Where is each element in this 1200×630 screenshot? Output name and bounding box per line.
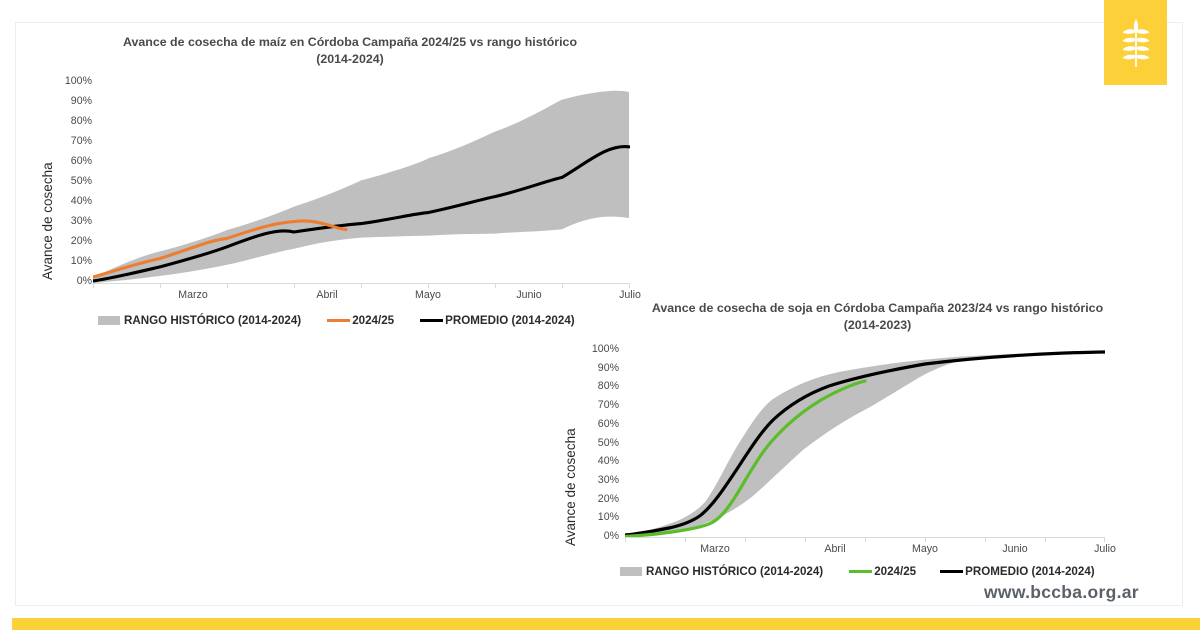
chart-soja-ytick: 10% [597, 511, 619, 524]
chart-soja-legend: RANGO HISTÓRICO (2014-2024) 2024/25 PROM… [620, 565, 1095, 578]
chart-soja-title: Avance de cosecha de soja en Córdoba Cam… [570, 300, 1185, 334]
chart-maiz-ytick: 100% [64, 75, 92, 87]
chart-maiz-ytick: 0% [76, 275, 92, 287]
chart-soja-xtick: Junio [1002, 543, 1028, 555]
legend-label: PROMEDIO (2014-2024) [965, 565, 1095, 578]
chart-soja-ytick: 90% [597, 361, 619, 374]
chart-maiz-x-tick-mark [160, 283, 161, 288]
chart-soja-xtick: Abril [824, 543, 846, 555]
chart-maiz-xtick: Junio [516, 289, 542, 301]
chart-maiz-ytick: 80% [70, 115, 92, 127]
chart-maiz-ytick: 60% [70, 155, 92, 167]
chart-maiz-x-tick-mark [294, 283, 295, 288]
chart-maiz-title-line1: Avance de cosecha de maíz en Córdoba Cam… [122, 35, 578, 49]
chart-soja: Avance de cosecha de soja en Córdoba Cam… [525, 296, 1185, 586]
chart-soja-x-tick-mark [745, 537, 746, 542]
legend-item-promedio[interactable]: PROMEDIO (2014-2024) [940, 565, 1095, 578]
chart-soja-plot-area [623, 350, 1107, 539]
chart-soja-xtick: Julio [1094, 543, 1116, 555]
legend-swatch-line-icon [940, 569, 964, 574]
chart-maiz-2024-25-line [91, 219, 348, 279]
chart-soja-ytick: 20% [597, 492, 619, 505]
chart-soja-ytick: 50% [597, 436, 619, 449]
legend-label: RANGO HISTÓRICO (2014-2024) [646, 565, 824, 578]
chart-maiz-ytick: 50% [70, 175, 92, 187]
website-url[interactable]: www.bccba.org.ar [984, 582, 1139, 602]
legend-item-promedio[interactable]: PROMEDIO (2014-2024) [420, 314, 575, 327]
brand-logo-block [1104, 0, 1167, 85]
chart-maiz-x-tick-mark [93, 283, 94, 288]
chart-maiz-x-tick-mark [562, 283, 563, 288]
chart-soja-ytick: 70% [597, 399, 619, 412]
chart-maiz-xtick: Abril [316, 289, 338, 301]
chart-maiz-x-tick-mark [227, 283, 228, 288]
chart-soja-range-band [625, 351, 1105, 537]
chart-maiz-ytick: 20% [70, 235, 92, 247]
chart-maiz-ytick: 70% [70, 135, 92, 147]
chart-soja-ytick: 40% [597, 455, 619, 468]
legend-swatch-line-icon [849, 569, 873, 574]
chart-maiz: Avance de cosecha de maíz en Córdoba Cam… [30, 30, 670, 330]
chart-soja-2024-25-line [623, 379, 867, 539]
chart-maiz-title: Avance de cosecha de maíz en Córdoba Cam… [30, 34, 670, 68]
legend-label: 2024/25 [352, 314, 395, 327]
chart-maiz-promedio-line [91, 145, 631, 283]
bottom-accent-bar [12, 618, 1200, 630]
legend-item-2024-25[interactable]: 2024/25 [327, 314, 394, 327]
chart-maiz-ytick: 40% [70, 195, 92, 207]
wheat-stalk-icon [1122, 18, 1149, 67]
chart-maiz-x-tick-mark [629, 283, 630, 288]
chart-soja-ytick: 30% [597, 473, 619, 486]
legend-swatch-band-icon [98, 316, 120, 325]
chart-maiz-ytick: 10% [70, 255, 92, 267]
legend-label: RANGO HISTÓRICO (2014-2024) [124, 314, 302, 327]
legend-label: PROMEDIO (2014-2024) [445, 314, 575, 327]
chart-soja-x-tick-mark [685, 537, 686, 542]
chart-maiz-xtick: Marzo [178, 289, 208, 301]
legend-swatch-band-icon [620, 567, 642, 576]
chart-soja-x-tick-mark [925, 537, 926, 542]
chart-soja-x-tick-mark [1045, 537, 1046, 542]
chart-maiz-svg [91, 90, 631, 283]
legend-item-rango-historico[interactable]: RANGO HISTÓRICO (2014-2024) [620, 565, 823, 578]
chart-maiz-range-band [93, 90, 629, 283]
chart-soja-xtick: Marzo [700, 543, 730, 555]
chart-soja-promedio-line [623, 350, 1107, 537]
chart-maiz-x-tick-mark [361, 283, 362, 288]
chart-soja-ytick: 100% [591, 343, 619, 355]
legend-item-rango-historico[interactable]: RANGO HISTÓRICO (2014-2024) [98, 314, 301, 327]
chart-soja-title-line1: Avance de cosecha de soja en Córdoba Cam… [651, 301, 1104, 315]
chart-soja-title-line2: (2014-2023) [843, 318, 912, 332]
chart-soja-x-tick-mark [1104, 537, 1105, 542]
chart-maiz-ytick: 30% [70, 215, 92, 227]
chart-maiz-plot-area [91, 82, 631, 283]
chart-maiz-ytick: 90% [70, 95, 92, 107]
legend-item-2024-25[interactable]: 2024/25 [849, 565, 916, 578]
chart-soja-x-tick-mark [625, 537, 626, 542]
chart-soja-x-tick-mark [985, 537, 986, 542]
chart-maiz-xtick: Julio [619, 289, 641, 301]
chart-soja-x-tick-mark [805, 537, 806, 542]
chart-soja-x-tick-mark [865, 537, 866, 542]
chart-soja-svg [623, 350, 1107, 539]
chart-maiz-title-line2: (2014-2024) [316, 52, 384, 66]
legend-label: 2024/25 [874, 565, 917, 578]
chart-maiz-xtick: Mayo [415, 289, 441, 301]
legend-swatch-line-icon [327, 318, 351, 323]
chart-maiz-x-tick-mark [495, 283, 496, 288]
chart-soja-xtick: Mayo [912, 543, 938, 555]
chart-soja-ytick: 80% [597, 380, 619, 393]
chart-maiz-legend: RANGO HISTÓRICO (2014-2024) 2024/25 PROM… [98, 314, 575, 327]
chart-soja-ytick: 60% [597, 417, 619, 430]
chart-soja-ytick: 0% [603, 530, 619, 542]
legend-swatch-line-icon [420, 318, 444, 323]
chart-maiz-x-tick-mark [428, 283, 429, 288]
